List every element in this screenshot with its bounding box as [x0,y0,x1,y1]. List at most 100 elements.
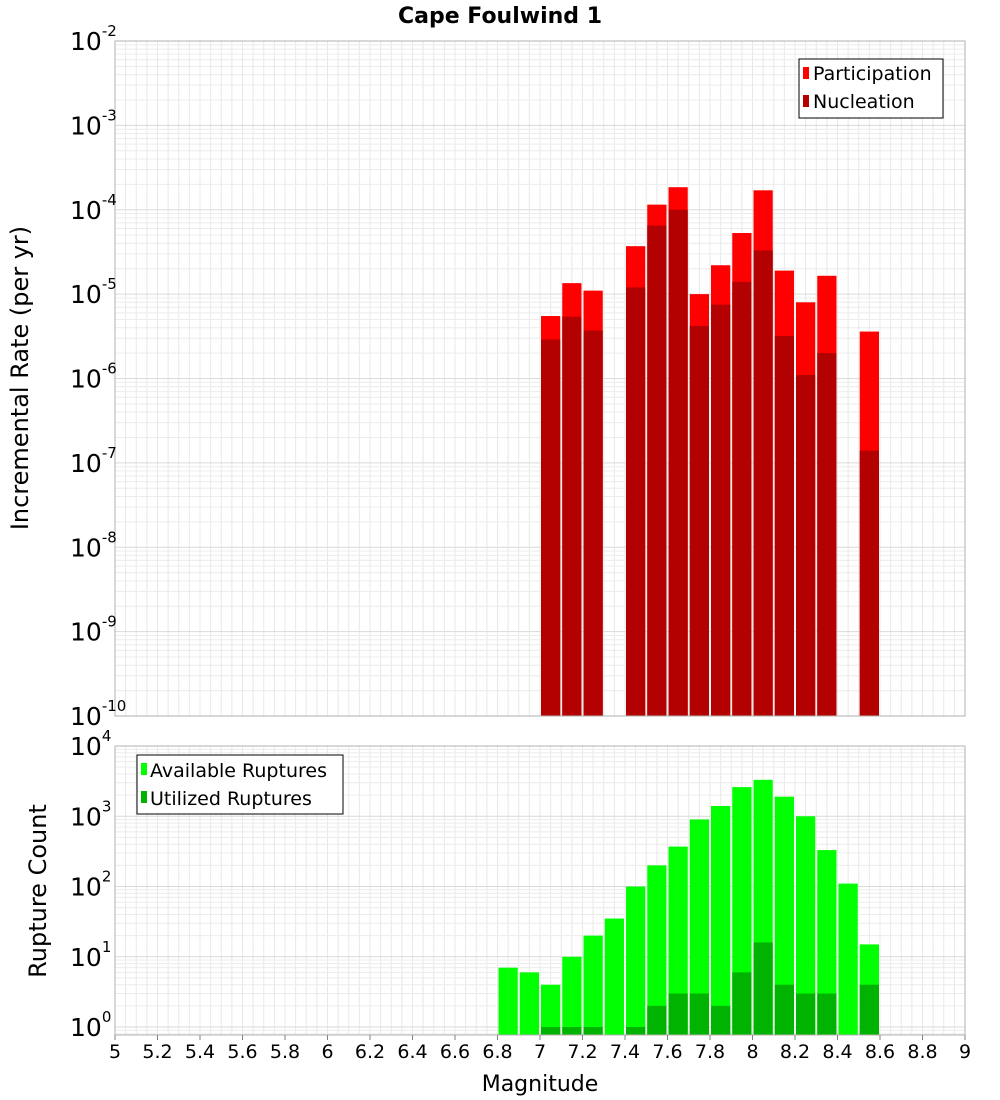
x-tick-label: 8.6 [865,1041,895,1063]
legend-label-participation: Participation [813,63,932,85]
top-y-tick-label: 10-8 [70,528,117,562]
x-axis-label: Magnitude [482,1072,599,1097]
top-legend: Participation Nucleation [798,58,944,119]
x-tick-label: 7.4 [610,1041,640,1063]
top-y-tick-label: 10-9 [70,613,117,647]
bottom-y-ticks: 100 101 102 103 104 [70,727,111,1042]
x-tick-label: 6.4 [397,1041,427,1063]
top-bar-nucleation-10 [753,250,773,717]
legend-swatch-available [141,763,147,775]
x-tick-label: 6.8 [482,1041,512,1063]
bottom-bars [498,779,879,1035]
bottom-bar-available-ruptures-15 [817,850,837,1035]
bottom-bar-utilized-ruptures-2 [541,1027,561,1035]
top-y-tick-label: 10-2 [70,22,117,56]
x-tick-label: 5.4 [185,1041,215,1063]
bottom-bar-utilized-ruptures-10 [711,1005,731,1035]
top-bar-nucleation-0 [541,339,561,716]
bottom-bar-available-ruptures-4 [583,935,603,1035]
top-y-tick-label: 10-6 [70,360,117,394]
bottom-bar-available-ruptures-13 [774,796,794,1035]
bottom-bar-utilized-ruptures-12 [753,942,773,1035]
top-bars [541,187,879,717]
x-tick-label: 8 [746,1041,758,1063]
x-tick-label: 5.2 [142,1041,172,1063]
bottom-bar-available-ruptures-5 [604,918,624,1035]
top-bar-nucleation-1 [562,316,582,716]
top-bar-nucleation-15 [859,450,879,716]
bottom-panel: 100 101 102 103 104 5 5.2 5.4 5.6 5.8 6 6.2 6.4 6.6 6… [24,727,971,1097]
x-tick-label: 8.2 [780,1041,810,1063]
bottom-legend: Available Ruptures Utilized Ruptures [136,754,344,815]
legend-swatch-nucleation [803,95,809,107]
top-y-tick-label: 10-4 [70,191,117,225]
x-tick-label: 6.2 [355,1041,385,1063]
top-y-axis-label: Incremental Rate (per yr) [6,226,34,530]
bottom-y-tick-label: 101 [70,938,111,972]
bottom-bar-available-ruptures-0 [498,967,518,1035]
x-tick-label: 8.4 [822,1041,852,1063]
top-gridlines [114,40,966,717]
top-y-tick-label: 10-5 [70,275,117,309]
top-bar-nucleation-6 [668,209,688,716]
top-panel: 10-10 10-9 10-8 10-7 10-6 10-5 10-4 10-3 10-2 In… [6,22,966,731]
x-tick-labels: 5 5.2 5.4 5.6 5.8 6 6.2 6.4 6.6 6.8 7 7.2 7.4 7.6 7.8 8… [109,1035,971,1063]
top-bar-nucleation-2 [583,330,603,716]
bottom-y-tick-label: 102 [70,868,111,902]
top-bar-nucleation-7 [689,325,709,716]
top-bar-nucleation-13 [817,353,837,716]
bottom-y-tick-label: 104 [70,727,111,761]
top-y-tick-label: 10-3 [70,106,117,140]
top-y-ticks: 10-10 10-9 10-8 10-7 10-6 10-5 10-4 10-3 10-2 [70,22,126,731]
bottom-bar-utilized-ruptures-13 [774,984,794,1035]
bottom-bar-available-ruptures-10 [711,805,731,1035]
legend-swatch-utilized [141,791,147,803]
top-bar-nucleation-9 [732,281,752,716]
chart-title: Cape Foulwind 1 [398,4,602,29]
x-tick-label: 5 [109,1041,121,1063]
top-bar-nucleation-4 [626,287,646,716]
x-tick-label: 7.6 [652,1041,682,1063]
bottom-bar-utilized-ruptures-15 [817,993,837,1035]
bottom-y-tick-label: 100 [70,1008,111,1042]
x-tick-label: 7.8 [695,1041,725,1063]
bottom-bar-available-ruptures-1 [519,972,539,1035]
top-legend-box [798,58,944,119]
bottom-bar-available-ruptures-2 [541,984,561,1035]
bottom-bar-utilized-ruptures-9 [689,993,709,1035]
bottom-bar-utilized-ruptures-6 [626,1027,646,1035]
x-tick-label: 6.6 [440,1041,470,1063]
bottom-bar-available-ruptures-9 [689,819,709,1035]
bottom-bar-available-ruptures-16 [838,883,858,1035]
bottom-bar-available-ruptures-6 [626,886,646,1035]
top-bar-nucleation-8 [711,304,731,716]
bottom-bar-utilized-ruptures-8 [668,993,688,1035]
bottom-bar-utilized-ruptures-11 [732,972,752,1035]
top-bar-nucleation-12 [796,375,816,716]
bottom-bar-utilized-ruptures-14 [796,993,816,1035]
bottom-y-axis-label: Rupture Count [24,804,52,978]
legend-swatch-participation [803,67,809,79]
x-tick-label: 6 [321,1041,333,1063]
bottom-bar-utilized-ruptures-7 [647,1005,667,1035]
x-tick-label: 9 [959,1041,971,1063]
legend-label-utilized: Utilized Ruptures [150,788,312,810]
bottom-bar-available-ruptures-8 [668,846,688,1035]
bottom-bar-utilized-ruptures-3 [562,1027,582,1035]
top-y-tick-label: 10-10 [70,697,126,731]
bottom-y-tick-label: 103 [70,797,111,831]
x-tick-label: 8.8 [907,1041,937,1063]
bottom-bar-utilized-ruptures-4 [583,1027,603,1035]
x-tick-label: 5.8 [270,1041,300,1063]
legend-label-available: Available Ruptures [150,760,327,782]
bottom-bar-available-ruptures-14 [796,816,816,1035]
bottom-bar-available-ruptures-7 [647,865,667,1035]
top-bar-nucleation-11 [774,335,794,716]
bottom-bar-available-ruptures-3 [562,956,582,1035]
legend-label-nucleation: Nucleation [813,91,915,113]
x-tick-label: 7 [534,1041,546,1063]
x-tick-label: 5.6 [227,1041,257,1063]
x-tick-label: 7.2 [567,1041,597,1063]
bottom-bar-utilized-ruptures-17 [859,984,879,1035]
